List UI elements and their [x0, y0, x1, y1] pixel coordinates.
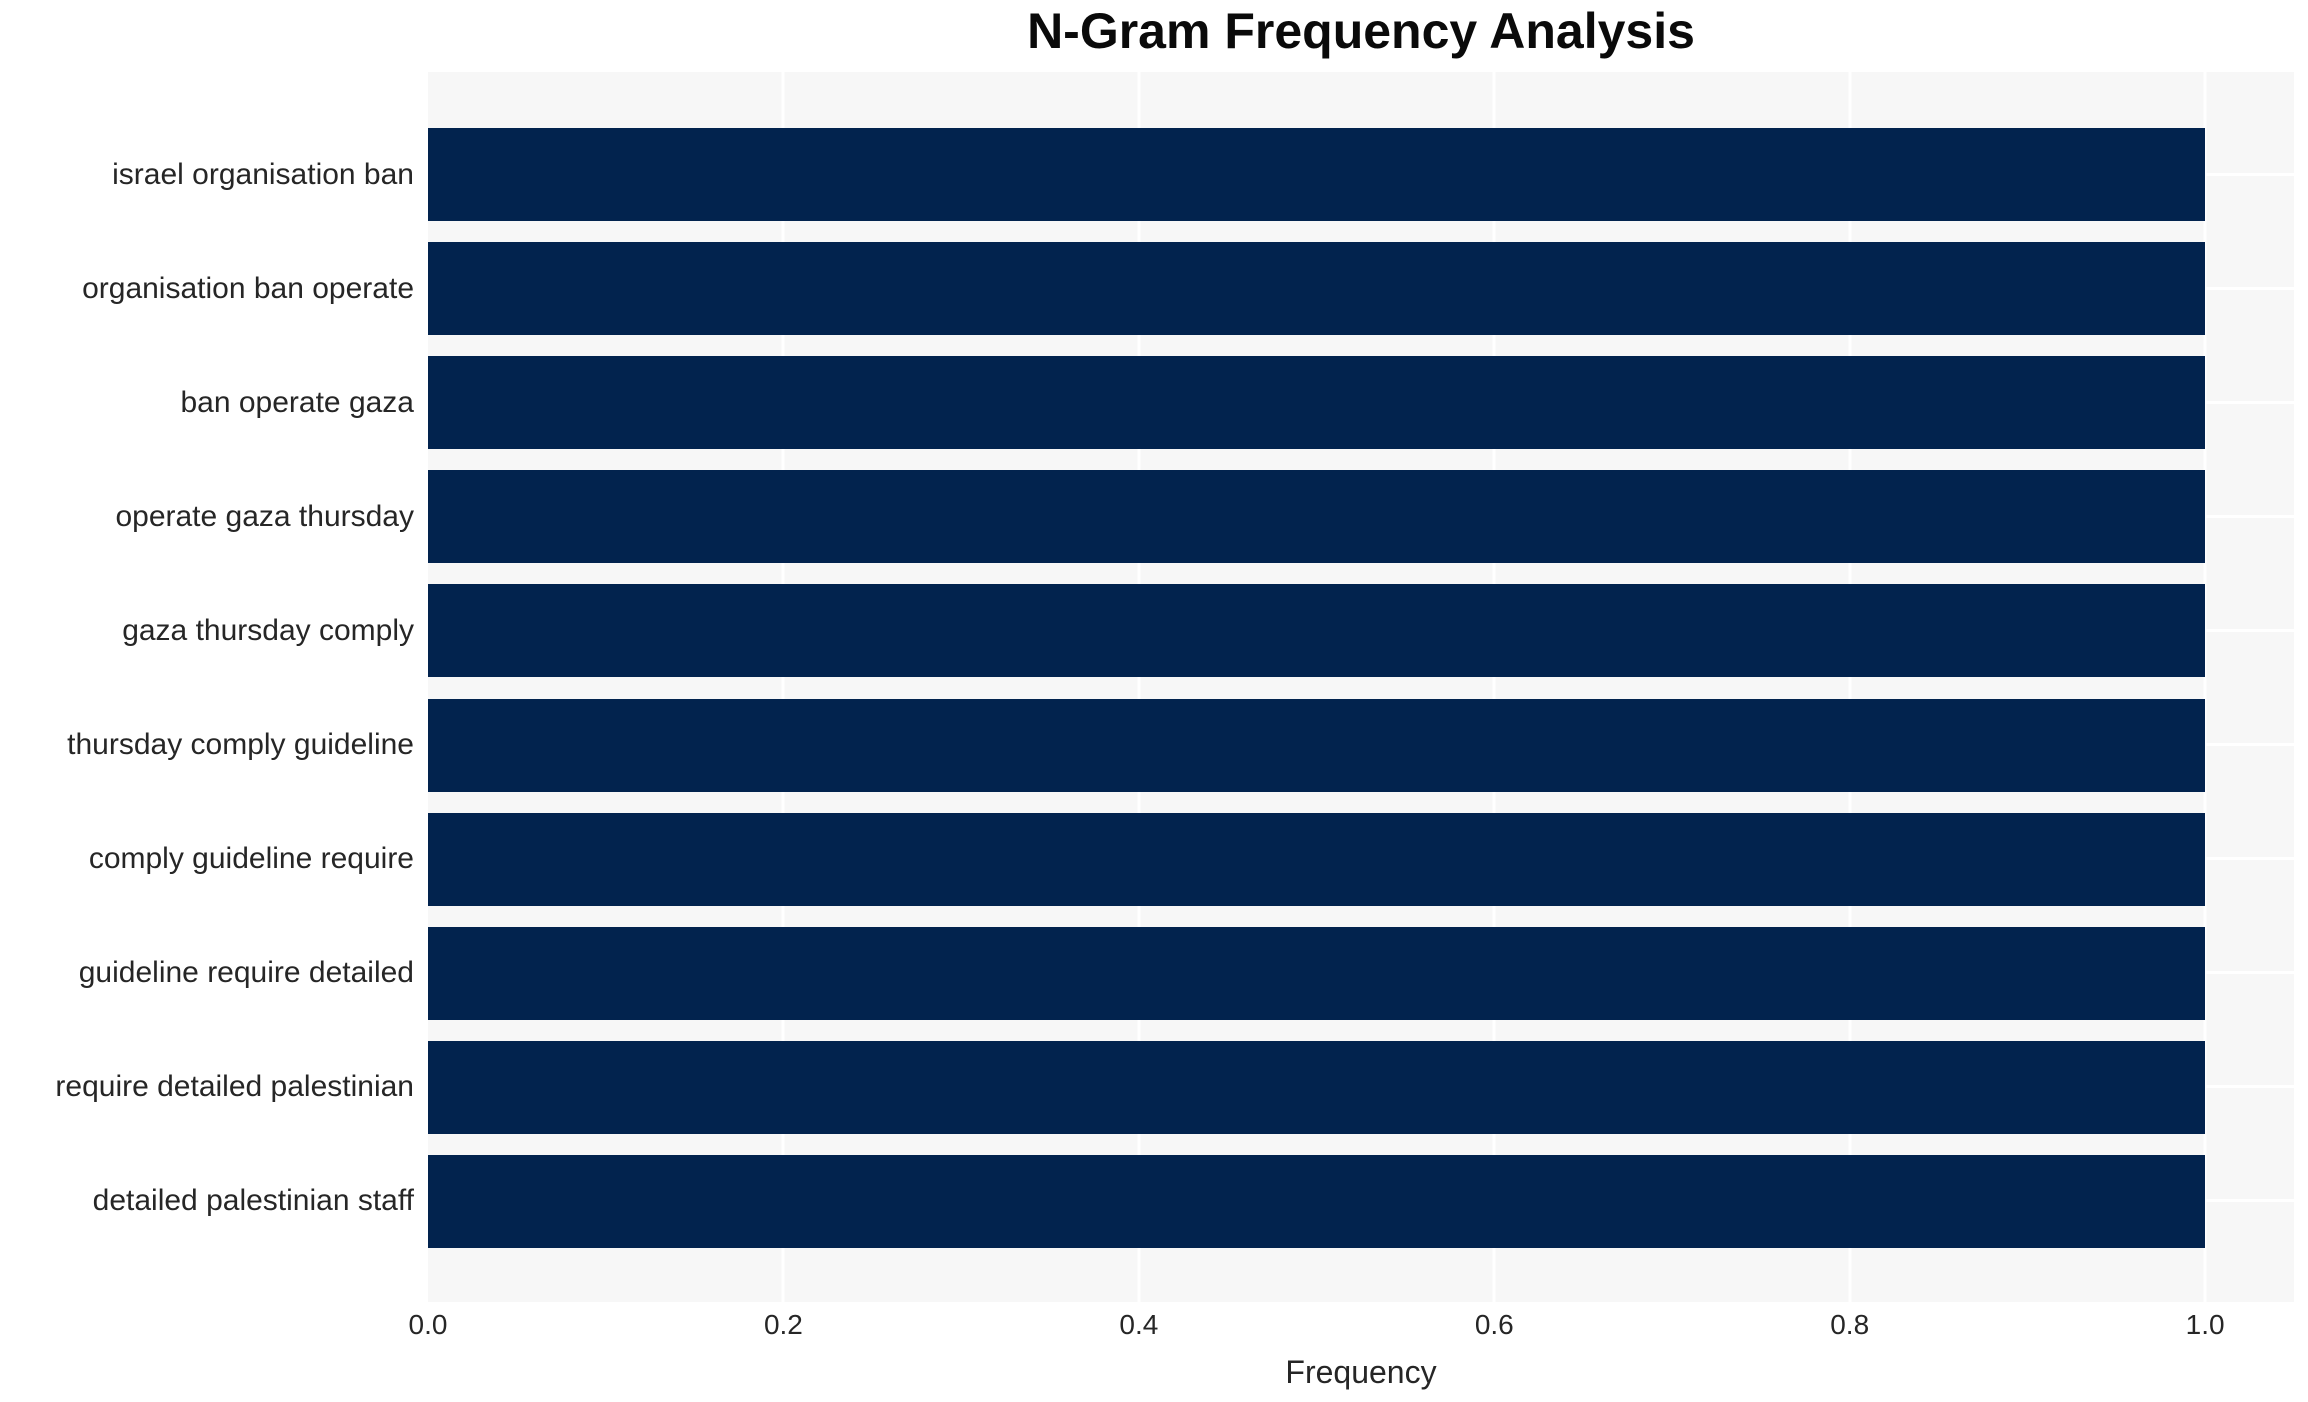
bars-container: israel organisation ban organisation ban …: [0, 72, 2308, 1302]
y-tick-label: detailed palestinian staff: [92, 1184, 414, 1218]
x-tick-label: 1.0: [2185, 1309, 2225, 1340]
bar-track: [428, 242, 2294, 336]
x-tick-label: 0.6: [1474, 1309, 1514, 1340]
vertical-gridline: [1492, 72, 1496, 1302]
frequency-bar: [428, 356, 2206, 450]
x-axis-ticks: 0.0 0.2 0.4 0.6 0.8 1.0: [409, 1307, 2294, 1343]
x-axis-label: Frequency: [1285, 1354, 1437, 1390]
y-tick-label: ban operate gaza: [180, 385, 414, 419]
frequency-bar: [428, 1040, 2206, 1134]
bar-row: comply guideline require: [0, 812, 2308, 906]
y-tick-label: guideline require detailed: [78, 956, 414, 990]
vertical-gridline: [1137, 72, 1141, 1302]
vertical-gridline: [2203, 72, 2207, 1302]
frequency-bar: [428, 698, 2206, 792]
y-tick-label: thursday comply guideline: [67, 728, 414, 762]
bar-track: [428, 584, 2294, 678]
y-tick-label: israel organisation ban: [112, 157, 414, 191]
frequency-bar: [428, 1154, 2206, 1248]
bar-track: [428, 356, 2294, 450]
frequency-bar: [428, 128, 2206, 221]
bar-track: [428, 926, 2294, 1020]
frequency-bar: [428, 812, 2206, 906]
vertical-gridline: [1848, 72, 1852, 1302]
bar-row: require detailed palestinian: [0, 1040, 2308, 1134]
bar-row: operate gaza thursday: [0, 470, 2308, 564]
y-tick-label: gaza thursday comply: [122, 613, 414, 647]
x-tick-label: 0.8: [1830, 1309, 1870, 1340]
bar-row: ban operate gaza: [0, 356, 2308, 450]
frequency-bar: [428, 926, 2206, 1020]
frequency-bar: [428, 242, 2206, 336]
chart-title: N-Gram Frequency Analysis: [1027, 3, 1695, 59]
bar-row: guideline require detailed: [0, 926, 2308, 1020]
vertical-gridline: [781, 72, 785, 1302]
bar-row: gaza thursday comply: [0, 584, 2308, 678]
y-tick-label: operate gaza thursday: [115, 499, 414, 533]
x-tick-label: 0.2: [763, 1309, 803, 1340]
frequency-bar: [428, 470, 2206, 564]
bar-track: [428, 1040, 2294, 1134]
bar-track: [428, 1154, 2294, 1248]
x-tick-label: 0.4: [1119, 1309, 1159, 1340]
bar-row: detailed palestinian staff: [0, 1154, 2308, 1248]
bar-row: thursday comply guideline: [0, 698, 2308, 792]
y-tick-label: require detailed palestinian: [55, 1070, 414, 1104]
bar-row: organisation ban operate: [0, 242, 2308, 336]
bar-track: [428, 470, 2294, 564]
y-tick-label: comply guideline require: [88, 842, 414, 876]
frequency-bar: [428, 584, 2206, 678]
x-tick-label: 0.0: [408, 1309, 448, 1340]
y-tick-label: organisation ban operate: [82, 271, 414, 305]
bar-row: israel organisation ban: [0, 128, 2308, 221]
bar-track: [428, 812, 2294, 906]
bar-track: [428, 698, 2294, 792]
bar-track: [428, 128, 2294, 221]
